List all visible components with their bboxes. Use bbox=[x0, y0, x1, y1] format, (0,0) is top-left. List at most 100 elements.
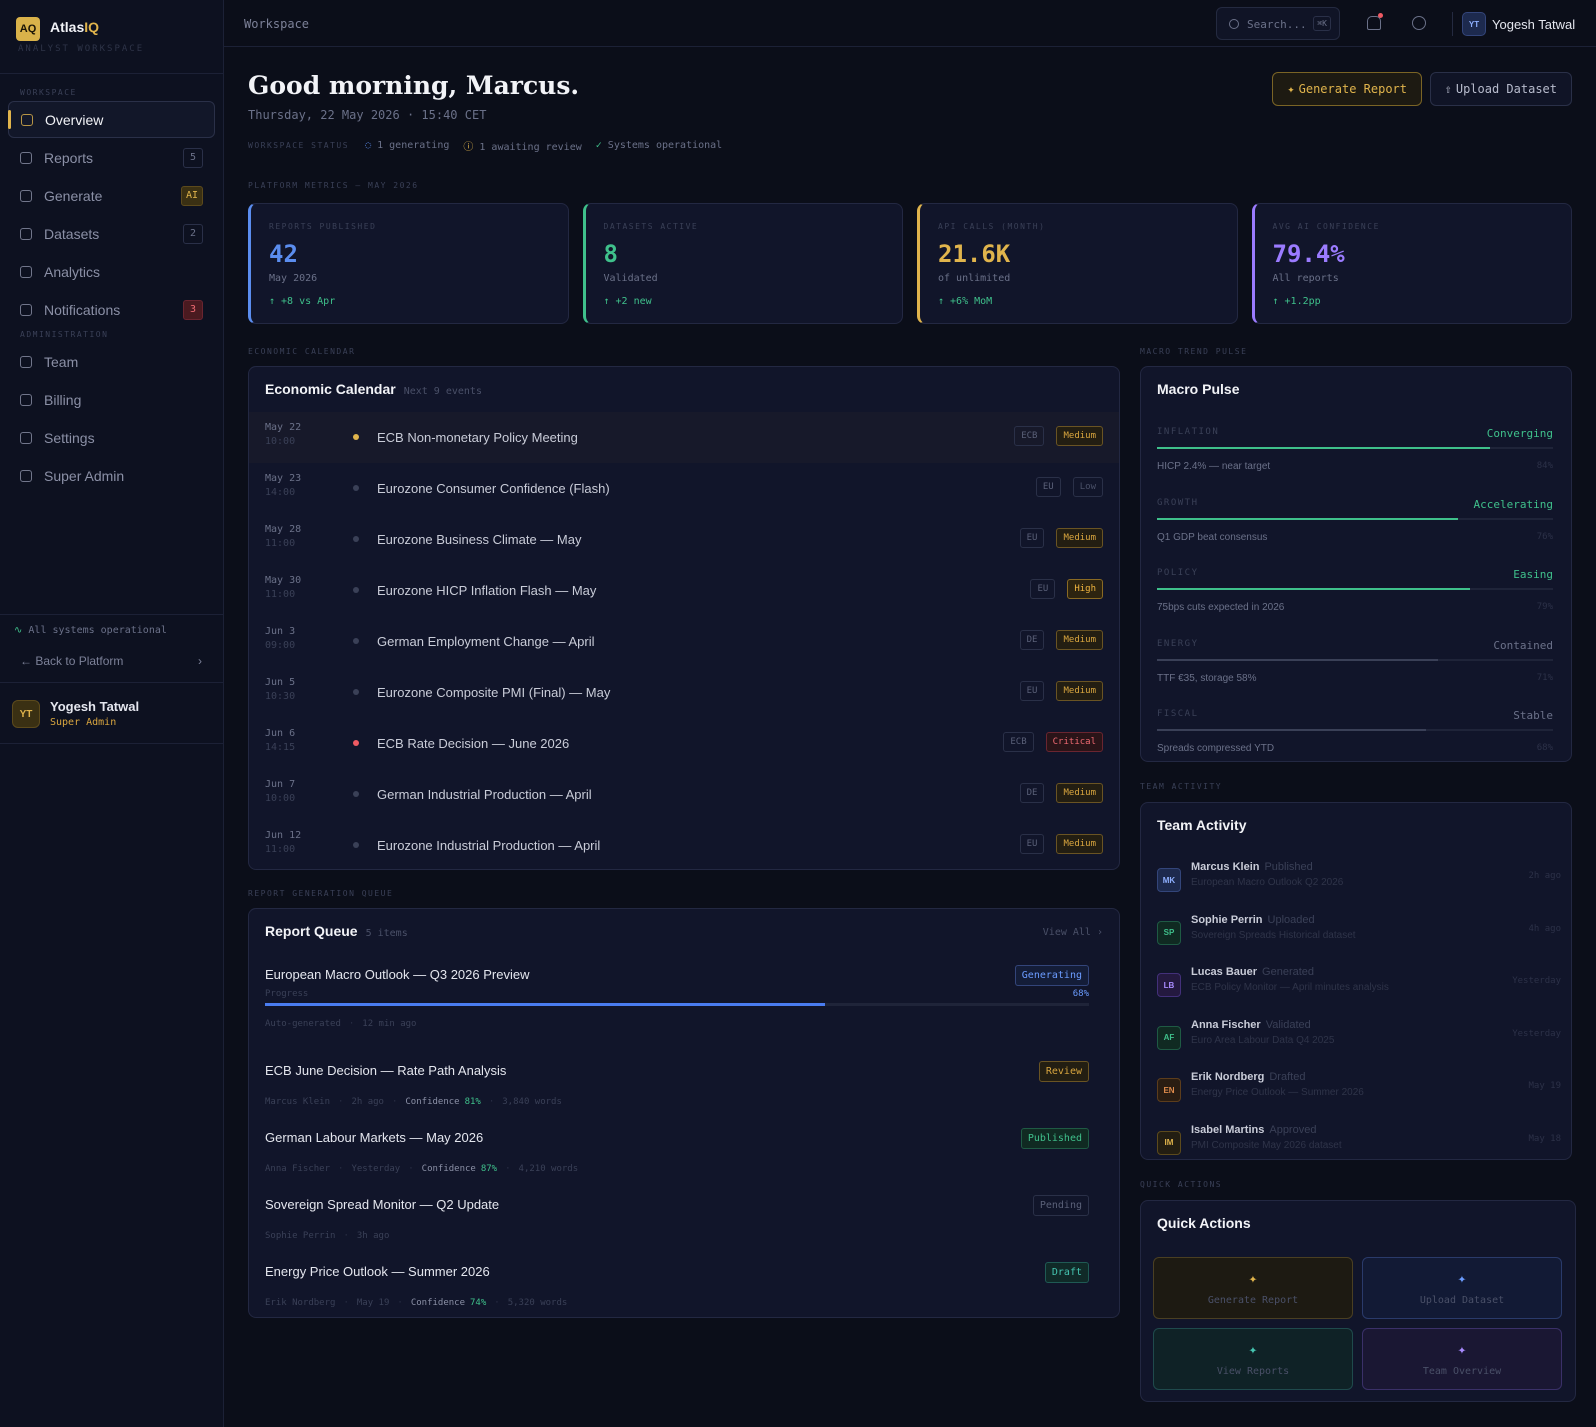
panel-title: Economic Calendar Next 9 events bbox=[265, 381, 482, 397]
activity-object: ECB Policy Monitor — April minutes analy… bbox=[1191, 982, 1389, 993]
calendar-row[interactable]: Jun 6 14:15 ECB Rate Decision — June 2026 E… bbox=[249, 718, 1119, 769]
event-name: German Employment Change — April bbox=[377, 634, 595, 649]
queue-title: Energy Price Outlook — Summer 2026 bbox=[265, 1264, 490, 1279]
event-dot bbox=[353, 536, 359, 542]
macro-bar bbox=[1157, 447, 1490, 449]
quick-action-label: Team Overview bbox=[1422, 1365, 1502, 1377]
activity-time: Yesterday bbox=[1512, 1028, 1561, 1039]
calendar-row[interactable]: Jun 12 11:00 Eurozone Industrial Productio… bbox=[249, 820, 1119, 869]
impact-tag: Medium bbox=[1056, 528, 1103, 548]
nav-item[interactable]: Datasets 2 bbox=[8, 215, 215, 252]
nav-item[interactable]: Notifications 3 bbox=[8, 291, 215, 328]
activity-name: Isabel Martins Approved bbox=[1191, 1123, 1317, 1136]
macro-panel: Macro Pulse INFLATION Converging HICP 2.4% … bbox=[1140, 366, 1572, 762]
panel-subtitle: Next 9 events bbox=[403, 386, 482, 397]
event-time: 14:00 bbox=[265, 487, 296, 498]
help-icon[interactable] bbox=[1412, 16, 1426, 30]
calendar-row[interactable]: Jun 7 10:00 German Industrial Production —… bbox=[249, 769, 1119, 820]
metric-sub: All reports bbox=[1272, 273, 1339, 284]
nav-item[interactable]: Billing bbox=[8, 381, 215, 418]
event-dot bbox=[353, 842, 359, 848]
confidence: Confidence 87% bbox=[408, 1164, 497, 1174]
event-name: ECB Non-monetary Policy Meeting bbox=[377, 430, 578, 445]
macro-item: ENERGY Contained TTF €35, storage 58% 71% bbox=[1157, 639, 1553, 709]
calendar-row[interactable]: Jun 3 09:00 German Employment Change — Apr… bbox=[249, 616, 1119, 667]
calendar-row[interactable]: Jun 5 10:30 Eurozone Composite PMI (Final)… bbox=[249, 667, 1119, 718]
nav-icon bbox=[21, 113, 33, 126]
calendar-row[interactable]: May 30 11:00 Eurozone HICP Inflation Flash… bbox=[249, 565, 1119, 616]
event-name: Eurozone HICP Inflation Flash — May bbox=[377, 583, 597, 598]
macro-item: INFLATION Converging HICP 2.4% — near targ… bbox=[1157, 427, 1553, 497]
macro-item: FISCAL Stable Spreads compressed YTD 68% bbox=[1157, 709, 1553, 761]
section-label: PLATFORM METRICS — MAY 2026 bbox=[248, 181, 419, 190]
top-user-name[interactable]: Yogesh Tatwal bbox=[1492, 17, 1576, 32]
event-dot bbox=[353, 434, 359, 440]
macro-note: Spreads compressed YTD bbox=[1157, 743, 1275, 754]
nav-item[interactable]: Analytics bbox=[8, 253, 215, 290]
quick-action[interactable]: Generate Report bbox=[1153, 1257, 1353, 1319]
activity-object: Sovereign Spreads Historical dataset bbox=[1191, 929, 1356, 941]
region-tag: EU bbox=[1019, 834, 1045, 854]
view-all[interactable]: View All › bbox=[1042, 927, 1103, 938]
back-link[interactable]: Back to Platform bbox=[0, 636, 224, 682]
activity-action: Uploaded bbox=[1267, 913, 1315, 926]
activity-avatar: MK bbox=[1157, 868, 1181, 892]
event-name: Eurozone Composite PMI (Final) — May bbox=[377, 685, 611, 700]
search[interactable]: Search... ⌘K bbox=[1216, 7, 1340, 40]
header-button[interactable]: Upload Dataset bbox=[1429, 72, 1572, 106]
calendar-row[interactable]: May 22 10:00 ECB Non-monetary Policy Meeti… bbox=[249, 412, 1119, 463]
queue-title: German Labour Markets — May 2026 bbox=[265, 1130, 484, 1145]
metric-delta: ↑ +1.2pp bbox=[1272, 296, 1321, 307]
header-button[interactable]: Generate Report bbox=[1272, 72, 1422, 106]
nav-item[interactable]: Reports 5 bbox=[8, 139, 215, 176]
nav-label: Overview bbox=[45, 111, 104, 128]
nav-item[interactable]: Overview bbox=[8, 101, 215, 138]
impact-tag: Medium bbox=[1056, 426, 1103, 446]
calendar-row[interactable]: May 28 11:00 Eurozone Business Climate — M… bbox=[249, 514, 1119, 565]
quick-action[interactable]: Team Overview bbox=[1362, 1328, 1562, 1390]
nav-item[interactable]: Generate AI bbox=[8, 177, 215, 214]
bell-icon[interactable] bbox=[1367, 16, 1381, 30]
date: Thursday, 22 May 2026 · 15:40 CET bbox=[248, 108, 487, 122]
queue-meta: Anna Fischer Yesterday Confidence 87% 4,210 … bbox=[265, 1164, 578, 1174]
region-tag: ECB bbox=[1003, 732, 1034, 752]
event-dot bbox=[353, 638, 359, 644]
calendar-row[interactable]: May 23 14:00 Eurozone Consumer Confidence … bbox=[249, 463, 1119, 514]
macro-name: ENERGY bbox=[1157, 638, 1199, 649]
quick-action[interactable]: View Reports bbox=[1153, 1328, 1353, 1390]
nav-item[interactable]: Team bbox=[8, 343, 215, 380]
region-tag: DE bbox=[1019, 630, 1045, 650]
greeting: Good morning, Marcus. bbox=[248, 71, 580, 100]
event-date: Jun 7 bbox=[265, 779, 296, 790]
activity-name: Marcus Klein Published bbox=[1191, 861, 1313, 873]
impact-tag: High bbox=[1067, 579, 1103, 599]
activity-time: 4h ago bbox=[1528, 923, 1561, 934]
activity-item[interactable]: SP Sophie Perrin Uploaded Sovereign Spreads… bbox=[1157, 912, 1561, 964]
event-dot bbox=[353, 485, 359, 491]
sidebar: AQ AtlasIQ ANALYST WORKSPACE WORKSPACE Overv… bbox=[0, 0, 224, 1427]
macro-bar bbox=[1157, 517, 1458, 520]
metric-delta: ↑ +6% MoM bbox=[938, 296, 993, 307]
event-date: May 30 bbox=[265, 575, 302, 586]
notification-dot bbox=[1378, 13, 1383, 18]
top-avatar[interactable]: YT bbox=[1462, 12, 1486, 36]
activity-item[interactable]: IM Isabel Martins Approved PMI Composite Ma… bbox=[1157, 1122, 1561, 1160]
activity-item[interactable]: EN Erik Nordberg Drafted Energy Price Outlo… bbox=[1157, 1069, 1561, 1121]
quick-action[interactable]: Upload Dataset bbox=[1362, 1257, 1562, 1319]
activity-action: Approved bbox=[1269, 1123, 1317, 1136]
activity-item[interactable]: LB Lucas Bauer Generated ECB Policy Monitor… bbox=[1157, 964, 1561, 1016]
meta-item: Auto-generated bbox=[265, 1019, 341, 1029]
region-tag: EU bbox=[1035, 477, 1061, 497]
activity-object: Euro Area Labour Data Q4 2025 bbox=[1191, 1034, 1335, 1046]
nav-label: Datasets bbox=[44, 225, 100, 242]
event-tags: EU Low bbox=[1035, 477, 1103, 497]
region-tag: DE bbox=[1019, 783, 1045, 803]
activity-item[interactable]: MK Marcus Klein Published European Macro Ou… bbox=[1157, 859, 1561, 911]
nav-item[interactable]: Super Admin bbox=[8, 457, 215, 494]
activity-item[interactable]: AF Anna Fischer Validated Euro Area Labour … bbox=[1157, 1017, 1561, 1069]
nav-label: Super Admin bbox=[44, 467, 125, 484]
nav-item[interactable]: Settings bbox=[8, 419, 215, 456]
meta-item: 12 min ago bbox=[349, 1019, 416, 1029]
confidence-value: 74% bbox=[470, 1298, 487, 1308]
user-card[interactable]: YT Yogesh Tatwal Super Admin bbox=[0, 682, 224, 744]
